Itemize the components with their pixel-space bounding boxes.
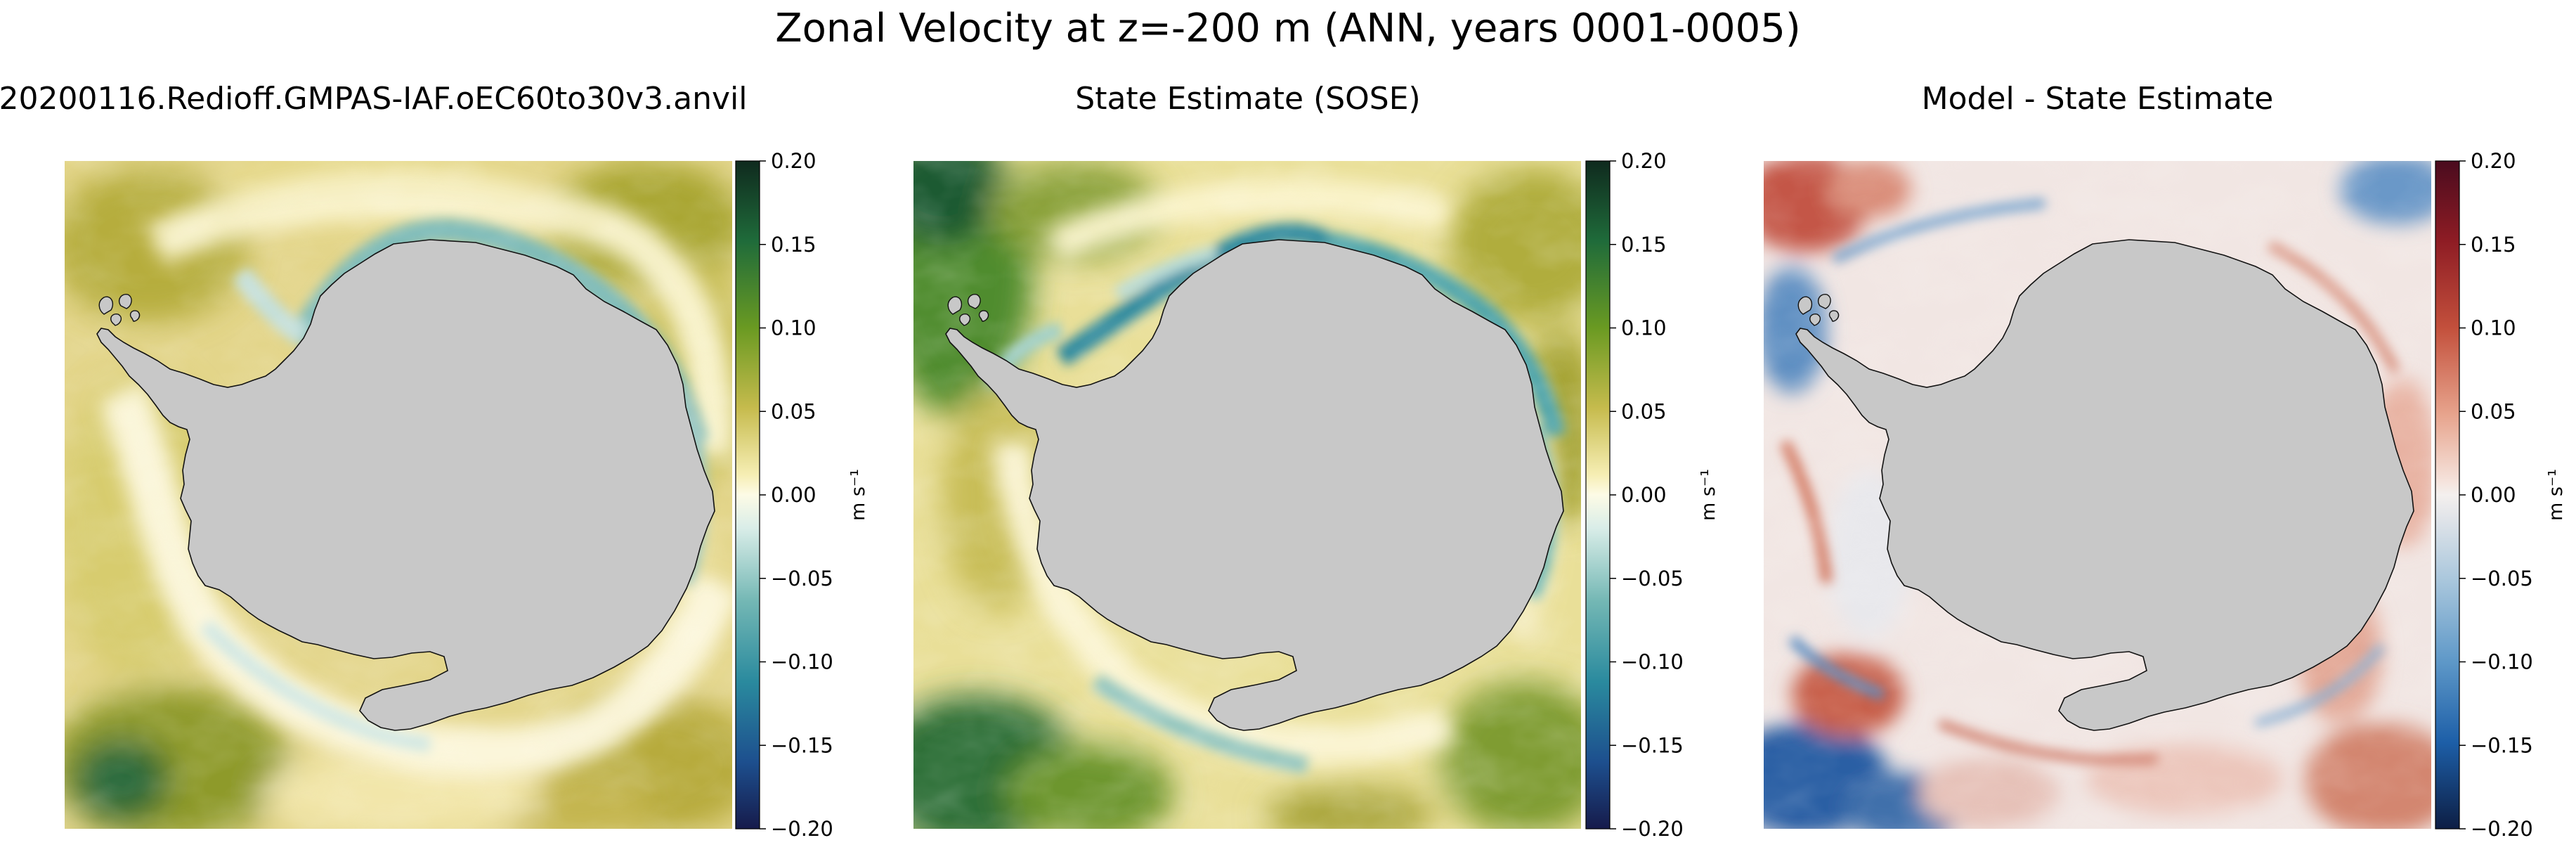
colorbar-tick-label: −0.05: [771, 567, 833, 590]
colorbar-tick-label: −0.20: [1621, 817, 1684, 841]
colorbar-tick-label: 0.20: [771, 149, 817, 173]
panel-1-map: [65, 161, 732, 829]
colorbar-tick-label: −0.10: [2471, 650, 2533, 674]
colorbar-tick-label: 0.10: [771, 316, 817, 340]
colorbar-tick-label: 0.10: [2471, 316, 2516, 340]
colorbar-tick-label: 0.15: [771, 233, 817, 257]
colorbar-tick-label: 0.05: [1621, 399, 1667, 423]
colorbar-tick-label: 0.15: [2471, 233, 2516, 257]
colorbar-tick-label: −0.20: [771, 817, 833, 841]
colorbar-tick-label: 0.20: [1621, 149, 1667, 173]
colorbar-tick-label: −0.15: [771, 733, 833, 757]
panel-1-colorbar: 0.20 0.15 0.10 0.05 0.00 −0.05 −0.10 −0.15 −0.20…: [735, 149, 869, 841]
colorbar-tick-label: 0.15: [1621, 233, 1667, 257]
colorbar-tick-label: 0.00: [2471, 483, 2516, 507]
colorbar-tick-label: 0.20: [2471, 149, 2516, 173]
colorbar-tick-label: −0.05: [1621, 567, 1684, 590]
colorbar-tick-label: −0.05: [2471, 567, 2533, 590]
panel-3-colorbar-label: m s⁻¹: [2545, 469, 2567, 521]
panel-2-colorbar: 0.20 0.15 0.10 0.05 0.00 −0.05 −0.10 −0.15 −0.20…: [1585, 149, 1719, 841]
panel-1-colorbar-label: m s⁻¹: [847, 469, 869, 521]
colorbar-tick-label: 0.05: [2471, 399, 2516, 423]
colorbar-tick-label: 0.05: [771, 399, 817, 423]
colorbar-tick-label: −0.20: [2471, 817, 2533, 841]
panel-3-map: [1764, 161, 2431, 829]
colorbar-tick-label: −0.15: [2471, 733, 2533, 757]
panel-2-map: [913, 161, 1581, 829]
panel-1-colorbar-ticks: 0.20 0.15 0.10 0.05 0.00 −0.05 −0.10 −0.15 −0.20: [760, 149, 833, 841]
colorbar-tick-label: −0.15: [1621, 733, 1684, 757]
colorbar-tick-label: −0.10: [771, 650, 833, 674]
colorbar-tick-label: 0.10: [1621, 316, 1667, 340]
panel-2-title: State Estimate (SOSE): [1075, 81, 1420, 117]
panel-2-colorbar-ticks: 0.20 0.15 0.10 0.05 0.00 −0.05 −0.10 −0.15 −0.20: [1610, 149, 1684, 841]
colorbar-tick-label: −0.10: [1621, 650, 1684, 674]
figure-title: Zonal Velocity at z=-200 m (ANN, years 0…: [775, 6, 1801, 51]
panel-2-colorbar-label: m s⁻¹: [1698, 469, 1719, 521]
panel-3-colorbar-ticks: 0.20 0.15 0.10 0.05 0.00 −0.05 −0.10 −0.15 −0.20: [2459, 149, 2533, 841]
colorbar-tick-label: 0.00: [771, 483, 817, 507]
panel-1-title: 20200116.Redioff.GMPAS-IAF.oEC60to30v3.a…: [0, 81, 747, 117]
panel-3-title: Model - State Estimate: [1922, 81, 2274, 117]
colorbar-tick-label: 0.00: [1621, 483, 1667, 507]
panel-3-colorbar: 0.20 0.15 0.10 0.05 0.00 −0.05 −0.10 −0.15 −0.20…: [2435, 149, 2567, 841]
